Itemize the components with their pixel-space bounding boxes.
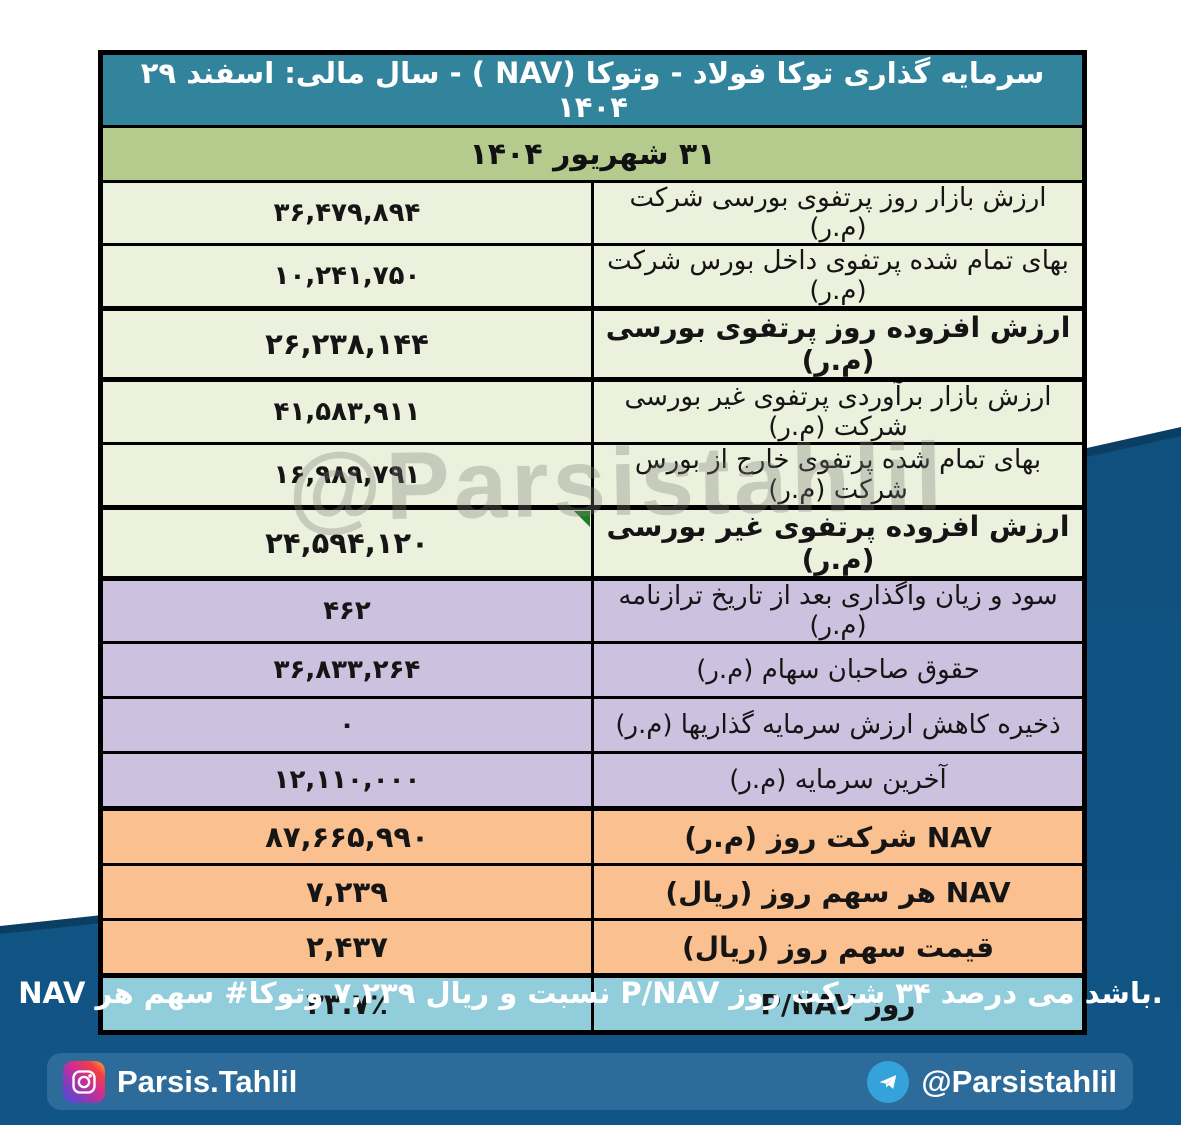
table-title-text: سرمایه گذاری توکا فولاد - وتوکا (NAV ) -… xyxy=(274,56,1045,90)
table-row: قیمت سهم روز (ریال) ۲,۴۳۷ xyxy=(99,918,1086,977)
table-row: ارزش بازار روز پرتفوی بورسی شرکت (م.ر) ۳… xyxy=(99,180,1086,246)
row-value: ۳۶,۴۷۹,۸۹۴ xyxy=(99,180,594,246)
row-label: آخرین سرمایه (م.ر) xyxy=(591,751,1086,810)
summary-caption: ‎NAV ‎هر ‎سهم ‎#وتوکا ‎۷,۲۳۹ ‎ریال ‎و ‎ن… xyxy=(18,976,1163,1010)
telegram-handle-text: @Parsistahlil xyxy=(921,1063,1117,1099)
row-label: سود و زیان واگذاری بعد از تاریخ ترازنامه… xyxy=(591,576,1086,644)
table-row: NAV هر سهم روز (ریال) ۷,۲۳۹ xyxy=(99,863,1086,921)
row-label: ذخیره کاهش ارزش سرمایه گذاریها (م.ر) xyxy=(591,696,1086,754)
table-row: ذخیره کاهش ارزش سرمایه گذاریها (م.ر) ۰ xyxy=(99,696,1086,754)
instagram-handle: Parsis.Tahlil xyxy=(63,1060,298,1103)
table-title-row: سرمایه گذاری توکا فولاد - وتوکا (NAV ) -… xyxy=(99,51,1086,128)
row-label: ارزش بازار برآوردی پرتفوی غیر بورسی شرکت… xyxy=(591,377,1086,445)
row-value: ۷,۲۳۹ xyxy=(99,863,594,921)
table-title: سرمایه گذاری توکا فولاد - وتوکا (NAV ) -… xyxy=(99,51,1086,128)
table-row: حقوق صاحبان سهام (م.ر) ۳۶,۸۳۳,۲۶۴ xyxy=(99,641,1086,699)
row-value: ۱۰,۲۴۱,۷۵۰ xyxy=(99,243,594,310)
row-label: NAV شرکت روز (م.ر) xyxy=(591,806,1086,866)
footer-bar: Parsis.Tahlil @Parsistahlil xyxy=(47,1053,1133,1110)
row-value: ۸۷,۶۶۵,۹۹۰ xyxy=(99,806,594,866)
report-date: ۳۱ شهریور ۱۴۰۴ xyxy=(99,125,1086,183)
report-date-row: ۳۱ شهریور ۱۴۰۴ xyxy=(99,125,1086,183)
fiscal-year-date: ‎۲۹ ‎اسفند ‎۱۴۰۴ xyxy=(140,56,628,124)
table-row: ارزش افزوده پرتفوی غیر بورسی (م.ر) ۲۴,۵۹… xyxy=(99,505,1086,580)
row-label: حقوق صاحبان سهام (م.ر) xyxy=(591,641,1086,699)
table-row: ارزش افزوده روز پرتفوی بورسی (م.ر) ۲۶,۲۳… xyxy=(99,306,1086,381)
telegram-icon xyxy=(867,1060,910,1103)
table-row: ارزش بازار برآوردی پرتفوی غیر بورسی شرکت… xyxy=(99,377,1086,445)
instagram-handle-text: Parsis.Tahlil xyxy=(117,1063,298,1099)
cell-comment-marker-icon xyxy=(574,512,590,527)
row-label: ارزش افزوده روز پرتفوی بورسی (م.ر) xyxy=(591,306,1086,381)
row-value: ۴۶۲ xyxy=(99,576,594,644)
row-label: بهای تمام شده پرتفوی داخل بورس شرکت (م.ر… xyxy=(591,243,1086,310)
row-label: ارزش بازار روز پرتفوی بورسی شرکت (م.ر) xyxy=(591,180,1086,246)
row-value: ۲,۴۳۷ xyxy=(99,918,594,977)
instagram-icon xyxy=(63,1060,105,1103)
row-label: ارزش افزوده پرتفوی غیر بورسی (م.ر) xyxy=(591,505,1086,580)
row-label: قیمت سهم روز (ریال) xyxy=(591,918,1086,977)
telegram-handle: @Parsistahlil xyxy=(867,1060,1117,1103)
row-label: P/NAV روز xyxy=(591,973,1086,1034)
table-row: آخرین سرمایه (م.ر) ۱۲,۱۱۰,۰۰۰ xyxy=(99,751,1086,810)
row-value: ۳۶,۸۳۳,۲۶۴ xyxy=(99,641,594,699)
row-value: ۲۴,۵۹۴,۱۲۰ xyxy=(99,505,594,580)
row-value: ۲۶,۲۳۸,۱۴۴ xyxy=(99,306,594,381)
table-row: بهای تمام شده پرتفوی داخل بورس شرکت (م.ر… xyxy=(99,243,1086,310)
table-row: سود و زیان واگذاری بعد از تاریخ ترازنامه… xyxy=(99,576,1086,644)
row-value: ۱۶,۹۸۹,۷۹۱ xyxy=(99,442,594,509)
nav-table: سرمایه گذاری توکا فولاد - وتوکا (NAV ) -… xyxy=(98,50,1087,1035)
row-value: ۰ xyxy=(99,696,594,754)
table-row: NAV شرکت روز (م.ر) ۸۷,۶۶۵,۹۹۰ xyxy=(99,806,1086,866)
row-label: NAV هر سهم روز (ریال) xyxy=(591,863,1086,921)
table-row: بهای تمام شده پرتفوی خارج از بورس شرکت (… xyxy=(99,442,1086,509)
row-value: ۴۱,۵۸۳,۹۱۱ xyxy=(99,377,594,445)
row-value: ۱۲,۱۱۰,۰۰۰ xyxy=(99,751,594,810)
table-row: P/NAV روز ۳۳.۷٪ xyxy=(99,973,1086,1034)
row-value-text: ۲۴,۵۹۴,۱۲۰ xyxy=(265,526,429,560)
row-value: ۳۳.۷٪ xyxy=(99,973,594,1034)
row-label: بهای تمام شده پرتفوی خارج از بورس شرکت (… xyxy=(591,442,1086,509)
